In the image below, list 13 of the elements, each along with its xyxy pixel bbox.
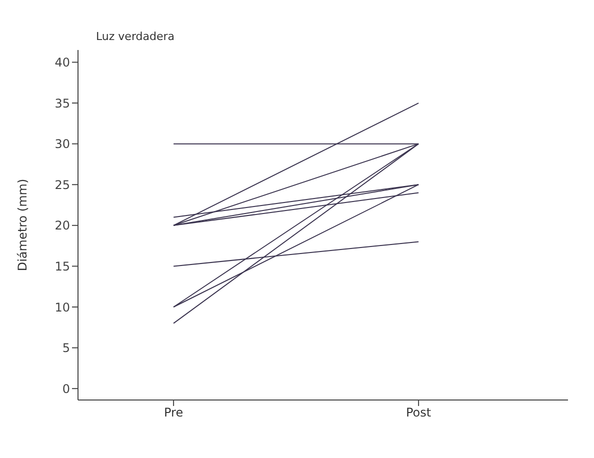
x-tick-label: Post bbox=[406, 406, 432, 420]
y-axis-title: Diámetro (mm) bbox=[15, 178, 30, 272]
y-tick-label: 0 bbox=[62, 382, 70, 396]
y-tick-label: 15 bbox=[54, 259, 70, 274]
y-tick-label: 5 bbox=[62, 341, 70, 356]
y-tick-label: 30 bbox=[54, 137, 70, 152]
y-tick-label: 35 bbox=[54, 96, 70, 110]
y-tick-label: 10 bbox=[54, 300, 70, 314]
y-tick-label: 25 bbox=[54, 178, 70, 192]
y-tick-label: 40 bbox=[54, 56, 70, 70]
y-tick-label: 20 bbox=[54, 218, 70, 233]
chart-title: Luz verdadera bbox=[96, 30, 175, 43]
x-tick-label: Pre bbox=[164, 406, 184, 420]
